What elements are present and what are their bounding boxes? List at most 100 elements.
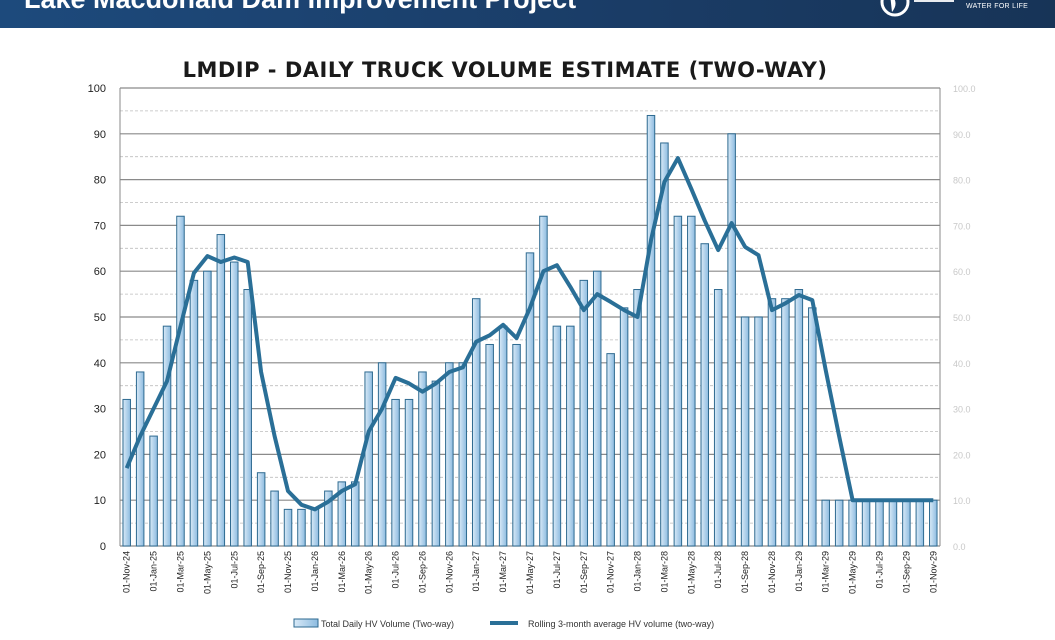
bar [727,133,736,547]
bar [660,142,669,547]
bar [337,481,347,547]
x-tick-label: 01-Jul-29 [875,551,885,589]
bar [498,325,508,547]
x-tick-label: 01-Nov-29 [928,551,938,593]
bar [848,499,857,547]
bar [350,481,360,547]
bar [324,490,333,547]
bar [619,307,629,547]
x-tick-label: 01-May-27 [525,551,535,594]
y-tick-label: 20 [94,449,106,461]
bar [888,499,898,547]
x-tick-label: 01-Sep-26 [417,551,427,593]
x-tick-label: 01-Mar-28 [659,551,669,593]
bar [203,270,212,547]
bar [794,289,804,547]
y2-tick-label: 0.0 [953,542,966,552]
bar [713,289,723,547]
y2-tick-label: 30.0 [953,405,971,415]
x-tick-label: 01-Mar-27 [498,551,508,593]
x-tick-label: 01-Sep-28 [740,551,750,593]
y-tick-label: 80 [94,175,106,187]
y2-tick-label: 60.0 [953,267,971,277]
bar [162,325,172,547]
bar [471,298,481,547]
bar [646,114,656,547]
x-tick-label: 01-Nov-24 [122,551,132,593]
y-tick-label: 100 [88,83,106,95]
bar [149,435,158,547]
bar [781,298,790,547]
x-tick-label: 01-Mar-26 [337,551,347,593]
x-tick-label: 01-Jul-27 [552,551,562,589]
bar [633,289,642,547]
bar [566,325,575,547]
x-tick-label: 01-Mar-29 [821,551,831,593]
project-title: Lake Macdonald Dam Improvement Project [24,0,576,15]
bar [445,362,454,547]
bar [135,371,145,547]
bar [364,371,373,547]
x-tick-label: 01-Jul-25 [229,551,239,589]
bar [687,215,696,547]
legend-bar-label: Total Daily HV Volume (Two-way) [321,619,454,629]
bar [592,270,602,547]
x-tick-label: 01-May-28 [686,551,696,594]
x-tick-label: 01-Sep-27 [579,551,589,593]
x-tick-label: 01-Jan-29 [794,551,804,592]
y2-tick-label: 50.0 [953,313,971,323]
bar [377,362,387,547]
bar [256,472,266,547]
bar [834,499,844,547]
logo-tagline: WATER FOR LIFE [966,3,1029,10]
y2-tick-label: 40.0 [953,359,971,369]
legend-line-label: Rolling 3-month average HV volume (two-w… [528,619,714,629]
bar [861,499,871,547]
bar [270,490,279,547]
x-tick-label: 01-May-26 [364,551,374,594]
bar [485,343,494,547]
bar [458,362,468,547]
y-tick-label: 30 [94,404,106,416]
x-tick-label: 01-Jul-28 [713,551,723,589]
bar [230,261,239,547]
x-tick-label: 01-Jan-28 [633,551,643,592]
x-tick-label: 01-Nov-25 [283,551,293,593]
bar [310,508,320,547]
bar [283,508,293,547]
company-logo [880,0,954,17]
x-tick-label: 01-Nov-28 [767,551,777,593]
chart-title: LMDIP - DAILY TRUCK VOLUME ESTIMATE (TWO… [183,58,828,82]
bar [875,499,884,547]
x-tick-label: 01-Nov-26 [444,551,454,593]
bar [418,371,427,547]
bar [539,215,548,547]
bar [579,279,589,547]
bar [431,380,441,547]
bar [122,398,131,547]
bar [525,252,535,547]
x-tick-label: 01-Jan-25 [149,551,159,592]
header-banner: Lake Macdonald Dam Improvement Project W… [0,0,1055,28]
y-tick-label: 70 [94,220,106,232]
x-tick-label: 01-Mar-25 [175,551,185,593]
bar [243,289,252,547]
bar [404,398,414,547]
bar [512,343,521,547]
y2-tick-label: 70.0 [953,221,971,231]
y2-tick-label: 20.0 [953,450,971,460]
bar [391,398,400,547]
y-tick-label: 50 [94,312,106,324]
bar [754,316,763,547]
y2-tick-label: 90.0 [953,130,971,140]
y-tick-label: 0 [100,541,106,553]
bar [915,499,925,547]
legend-bar-swatch [293,618,319,628]
bar [700,243,710,547]
x-tick-label: 01-Sep-25 [256,551,266,593]
x-tick-label: 01-Jan-26 [310,551,320,592]
legend: Total Daily HV Volume (Two-way) Rolling … [293,618,714,629]
y-tick-label: 90 [94,129,106,141]
x-tick-label: 01-May-29 [848,551,858,594]
